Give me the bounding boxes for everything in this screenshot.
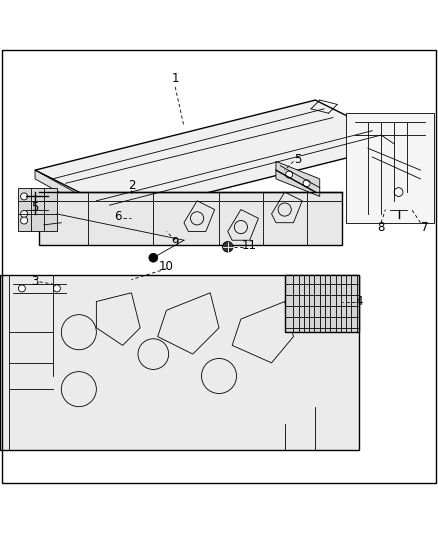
Polygon shape — [0, 275, 359, 450]
Text: 6: 6 — [114, 209, 122, 223]
Polygon shape — [285, 275, 359, 332]
Polygon shape — [39, 192, 342, 245]
Text: 5: 5 — [32, 201, 39, 214]
Text: 11: 11 — [242, 239, 257, 252]
Text: 2: 2 — [127, 179, 135, 192]
Polygon shape — [18, 188, 57, 231]
Text: 7: 7 — [421, 221, 429, 233]
Circle shape — [303, 180, 310, 187]
Text: 9: 9 — [171, 236, 179, 249]
Polygon shape — [35, 100, 403, 214]
Circle shape — [223, 241, 233, 252]
Circle shape — [149, 253, 158, 262]
Text: 1: 1 — [171, 71, 179, 85]
Circle shape — [21, 217, 28, 224]
Circle shape — [53, 285, 60, 292]
FancyBboxPatch shape — [346, 113, 434, 223]
Polygon shape — [276, 161, 320, 197]
Text: 5: 5 — [294, 152, 301, 166]
Circle shape — [18, 285, 25, 292]
Circle shape — [286, 171, 293, 178]
Text: 10: 10 — [159, 260, 174, 273]
Polygon shape — [35, 170, 114, 223]
Text: 4: 4 — [355, 295, 363, 308]
Text: 8: 8 — [378, 221, 385, 233]
Text: 3: 3 — [32, 276, 39, 288]
Circle shape — [21, 211, 28, 217]
Circle shape — [21, 193, 28, 200]
